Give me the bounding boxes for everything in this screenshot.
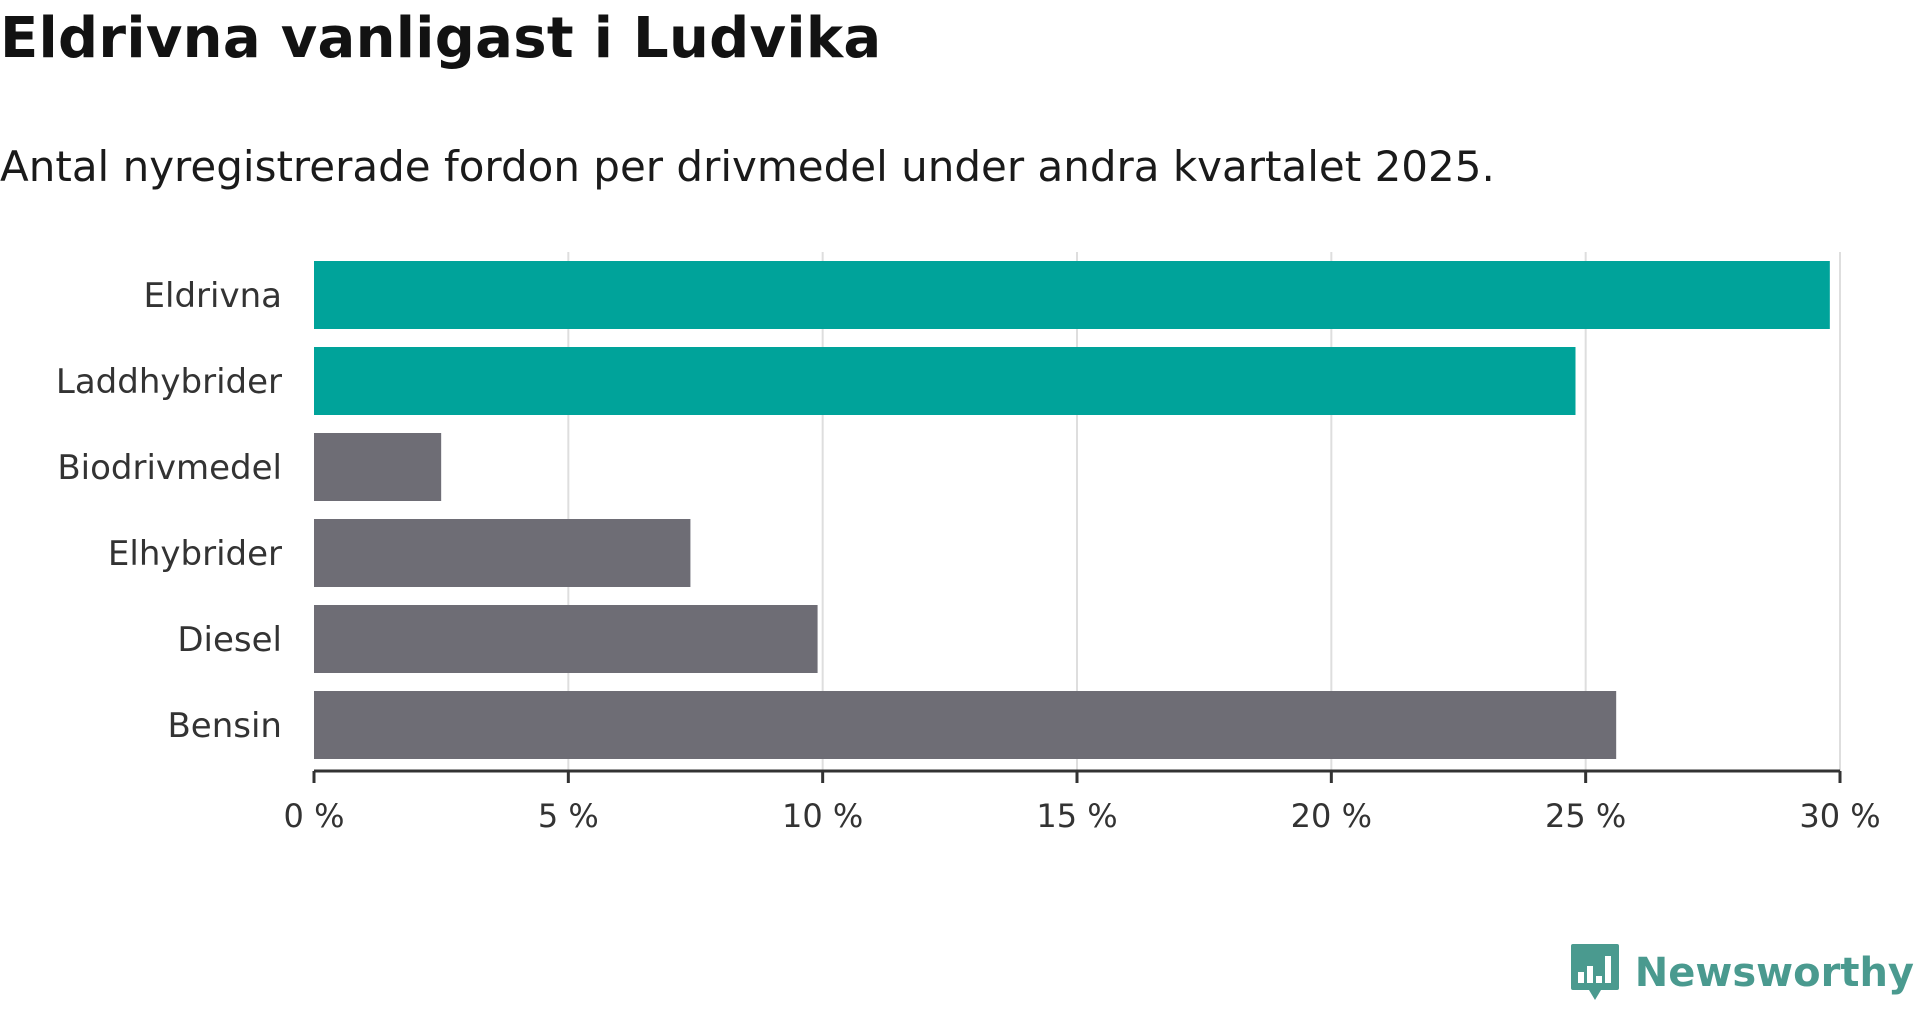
x-tick-label: 0 %	[284, 797, 345, 835]
bars	[314, 261, 1830, 759]
x-tick-label: 25 %	[1545, 797, 1626, 835]
category-label: Bensin	[167, 706, 282, 746]
category-label: Elhybrider	[108, 534, 282, 574]
logo-text: Newsworthy	[1634, 950, 1914, 996]
gridlines	[567, 252, 1841, 771]
newsworthy-logo: Newsworthy	[1569, 942, 1914, 1004]
bar-laddhybrider	[314, 347, 1576, 415]
bar-chart: 0 % 5 % 10 % 15 % 20 % 25 % 30 % Eldrivna Laddh…	[56, 252, 1881, 835]
chart-subtitle: Antal nyregistrerade fordon per drivmede…	[0, 142, 1495, 191]
category-label: Laddhybrider	[56, 362, 282, 402]
bar-diesel	[314, 605, 818, 673]
chart-title: Eldrivna vanligast i Ludvika	[0, 6, 882, 71]
newsworthy-logo-icon	[1570, 944, 1619, 1000]
category-label: Eldrivna	[144, 276, 282, 316]
category-labels: Eldrivna Laddhybrider Biodrivmedel Elhybrid…	[56, 276, 282, 746]
x-tick-label: 15 %	[1036, 797, 1117, 835]
bar-biodrivmedel	[314, 433, 442, 501]
bar-bensin	[314, 691, 1617, 759]
category-label: Diesel	[177, 620, 282, 660]
category-label: Biodrivmedel	[57, 448, 282, 488]
bar-eldrivna	[314, 261, 1830, 329]
x-tick-label: 10 %	[782, 797, 863, 835]
bar-elhybrider	[314, 519, 691, 587]
x-tick-label: 5 %	[538, 797, 599, 835]
x-axis: 0 % 5 % 10 % 15 % 20 % 25 % 30 %	[284, 769, 1881, 835]
x-tick-label: 20 %	[1291, 797, 1372, 835]
x-tick-label: 30 %	[1799, 797, 1880, 835]
